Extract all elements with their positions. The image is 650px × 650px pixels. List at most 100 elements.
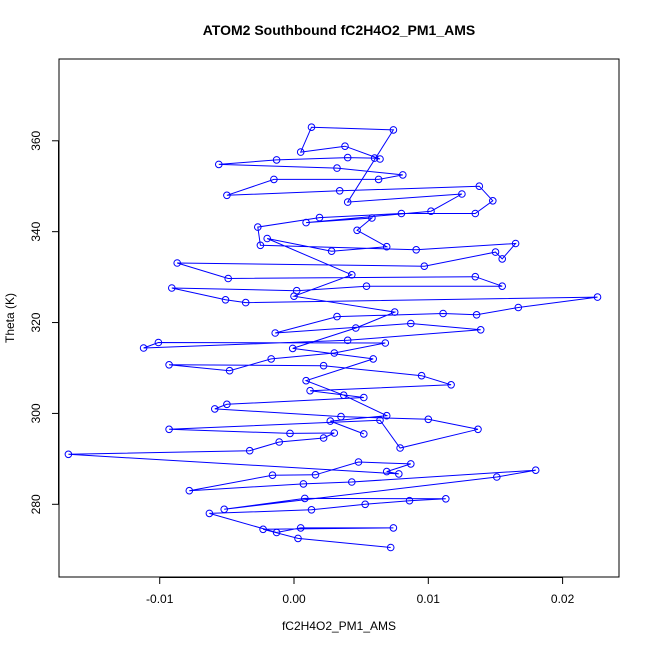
data-point [439, 309, 447, 318]
data-point [369, 355, 378, 363]
data-point [471, 272, 480, 281]
data-point [396, 444, 404, 452]
data-point [386, 543, 395, 552]
data-point [326, 417, 335, 425]
data-point [286, 429, 294, 438]
data-point [376, 155, 384, 163]
data-point [288, 344, 297, 353]
data-point [259, 525, 267, 534]
data-point [370, 154, 379, 162]
y-tick-label: 300 [29, 403, 43, 423]
data-point [531, 466, 540, 475]
data-point [514, 303, 523, 312]
data-point [253, 223, 262, 231]
chart-title: ATOM2 Southbound fC2H4O2_PM1_AMS [203, 22, 476, 38]
data-point [353, 226, 361, 235]
data-point [348, 478, 356, 486]
data-point [337, 412, 345, 421]
data-point [420, 262, 429, 271]
data-point [307, 123, 316, 131]
data-point [173, 259, 181, 267]
data-point [352, 324, 360, 332]
x-tick-label: 0.01 [417, 592, 441, 606]
data-point [311, 471, 320, 479]
data-point [296, 524, 305, 532]
data-point [498, 255, 507, 263]
data-point [220, 505, 228, 514]
data-point [493, 473, 501, 481]
data-point [223, 191, 231, 200]
data-point [256, 241, 265, 250]
y-tick-label: 360 [29, 130, 43, 150]
data-point [330, 429, 339, 437]
y-axis: 280 300 320 340 360 [29, 130, 59, 514]
data-point [407, 319, 415, 328]
data-point [307, 506, 316, 514]
data-point [360, 430, 368, 438]
data-point [223, 400, 231, 409]
data-point [272, 156, 281, 164]
data-point [267, 355, 276, 363]
data-point [64, 450, 73, 459]
data-point [168, 284, 176, 292]
data-point [390, 308, 399, 316]
data-point [330, 349, 339, 357]
data-point [139, 344, 148, 352]
x-axis: -0.01 0.00 0.01 0.02 [146, 577, 575, 606]
data-point [407, 460, 415, 468]
data-point [447, 381, 455, 389]
data-point [154, 338, 163, 347]
data-point [427, 207, 435, 215]
data-point [272, 528, 281, 537]
data-point [511, 239, 520, 248]
data-point [489, 197, 497, 205]
data-point [395, 470, 403, 478]
data-point [333, 164, 341, 172]
plot-area-border [58, 58, 620, 578]
data-point [374, 175, 383, 184]
data-point [397, 209, 406, 218]
data-point [412, 246, 421, 254]
series-line [68, 126, 598, 548]
data-point [205, 509, 214, 518]
data-point [319, 434, 328, 442]
data-point [476, 326, 485, 334]
data-point [442, 495, 450, 503]
data-point [221, 296, 230, 304]
data-point [245, 446, 254, 455]
data-point [215, 160, 223, 169]
data-point [319, 361, 328, 370]
data-point [341, 142, 349, 150]
data-point [335, 187, 344, 195]
data-point [376, 416, 384, 425]
y-tick-label: 340 [29, 221, 43, 241]
data-point [339, 391, 348, 400]
data-point [458, 190, 466, 198]
data-point [270, 175, 278, 184]
data-point [381, 339, 390, 347]
data-point [491, 248, 500, 256]
data-point [360, 393, 368, 402]
data-point [302, 376, 310, 385]
data-point [382, 411, 391, 420]
data-point [315, 213, 324, 222]
y-tick-label: 280 [29, 494, 43, 514]
data-point [327, 247, 336, 255]
data-point [417, 371, 426, 380]
data-point [290, 292, 298, 301]
data-point [475, 182, 484, 190]
data-point [211, 405, 219, 413]
data-point [296, 148, 305, 156]
data-point [389, 126, 398, 134]
data-point [271, 329, 280, 337]
data-point [165, 425, 173, 434]
data-point [343, 336, 352, 345]
data-point [405, 496, 414, 505]
data-point [299, 480, 308, 488]
data-point [224, 274, 232, 283]
data-point [343, 198, 352, 206]
data-point [268, 471, 277, 480]
data-point [348, 271, 356, 279]
data-point [354, 458, 363, 466]
